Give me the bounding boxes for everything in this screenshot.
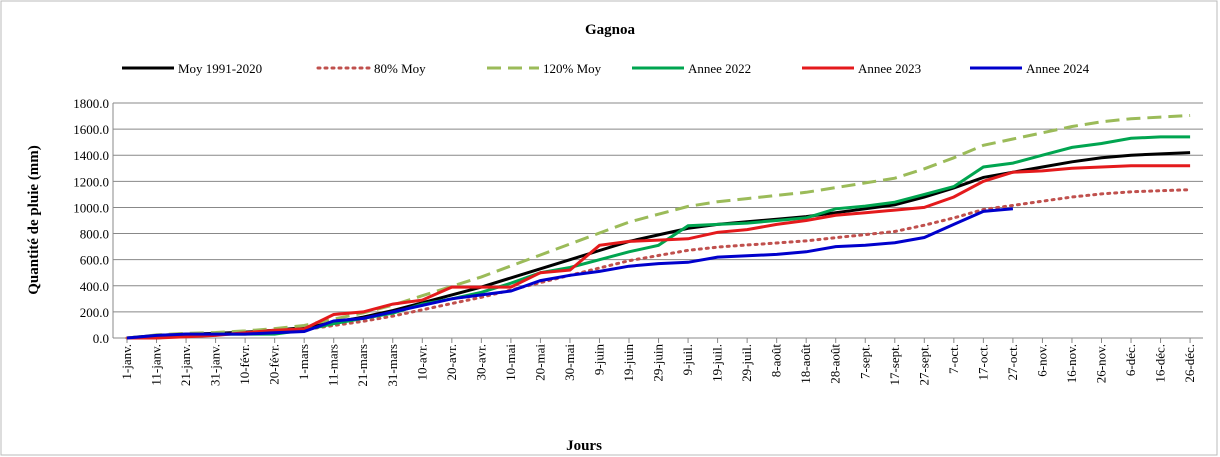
- series-line: [126, 207, 1014, 340]
- x-tick-label: 31-mars: [385, 344, 400, 387]
- x-tick-label: 31-janv.: [208, 344, 223, 386]
- x-tick-label: 9-juin: [591, 344, 606, 376]
- x-tick-label: 10-févr.: [237, 344, 252, 385]
- x-tick-label: 29-juin: [651, 344, 666, 382]
- x-tick-label: 17-oct.: [975, 344, 990, 380]
- x-tick-label: 1-mars: [296, 344, 311, 380]
- y-axis-title: Quantité de pluie (mm): [26, 145, 42, 295]
- chart-title: Gagnoa: [585, 22, 636, 38]
- x-tick-label: 16-nov.: [1064, 344, 1079, 383]
- x-tick-label: 26-déc.: [1182, 344, 1197, 383]
- x-tick-label: 9-juil.: [680, 344, 695, 375]
- x-tick-label: 20-mai: [532, 344, 547, 381]
- y-tick-label: 200.0: [80, 305, 109, 320]
- legend-label: 120% Moy: [543, 61, 602, 76]
- y-tick-label: 800.0: [80, 227, 109, 242]
- y-tick-label: 1400.0: [73, 148, 109, 163]
- legend-label: Moy 1991-2020: [178, 61, 262, 76]
- x-tick-label: 10-avr.: [414, 344, 429, 380]
- x-tick-label: 19-juin: [621, 344, 636, 382]
- x-tick-label: 19-juil.: [710, 344, 725, 382]
- y-tick-label: 1800.0: [73, 96, 109, 111]
- y-tick-label: 400.0: [80, 279, 109, 294]
- x-tick-label: 29-juil.: [739, 344, 754, 382]
- x-tick-label: 20-avr.: [444, 344, 459, 380]
- x-tick-label: 18-août: [798, 344, 813, 384]
- y-tick-label: 1600.0: [73, 122, 109, 137]
- x-tick-label: 27-sept.: [916, 344, 931, 386]
- y-tick-label: 0.0: [93, 331, 109, 346]
- x-tick-label: 20-févr.: [267, 344, 282, 385]
- x-tick-label: 16-déc.: [1153, 344, 1168, 383]
- y-tick-label: 600.0: [80, 253, 109, 268]
- x-tick-label: 7-oct.: [946, 344, 961, 374]
- series-line: [127, 164, 1191, 340]
- x-tick-label: 11-janv.: [149, 344, 164, 386]
- legend-label: 80% Moy: [374, 61, 426, 76]
- x-tick-label: 28-août: [828, 344, 843, 384]
- x-tick-label: 11-mars: [326, 344, 341, 386]
- x-tick-label: 1-janv.: [119, 344, 134, 380]
- x-tick-label: 17-sept.: [887, 344, 902, 386]
- x-tick-label: 8-août: [769, 344, 784, 378]
- x-tick-label: 30-mai: [562, 344, 577, 381]
- x-tick-label: 30-avr.: [473, 344, 488, 380]
- x-tick-label: 6-nov.: [1034, 344, 1049, 377]
- legend-label: Annee 2024: [1026, 61, 1090, 76]
- x-tick-label: 27-oct.: [1005, 344, 1020, 380]
- x-tick-label: 21-mars: [355, 344, 370, 387]
- y-tick-label: 1000.0: [73, 200, 109, 215]
- x-axis-title: Jours: [566, 438, 602, 454]
- series-line: [126, 114, 1191, 340]
- legend-label: Annee 2023: [858, 61, 921, 76]
- x-tick-label: 10-mai: [503, 344, 518, 381]
- x-tick-label: 7-sept.: [857, 344, 872, 379]
- y-tick-label: 1200.0: [73, 174, 109, 189]
- x-tick-label: 6-déc.: [1123, 344, 1138, 376]
- x-tick-label: 26-nov.: [1093, 344, 1108, 383]
- legend-label: Annee 2022: [688, 61, 751, 76]
- x-tick-label: 21-janv.: [178, 344, 193, 386]
